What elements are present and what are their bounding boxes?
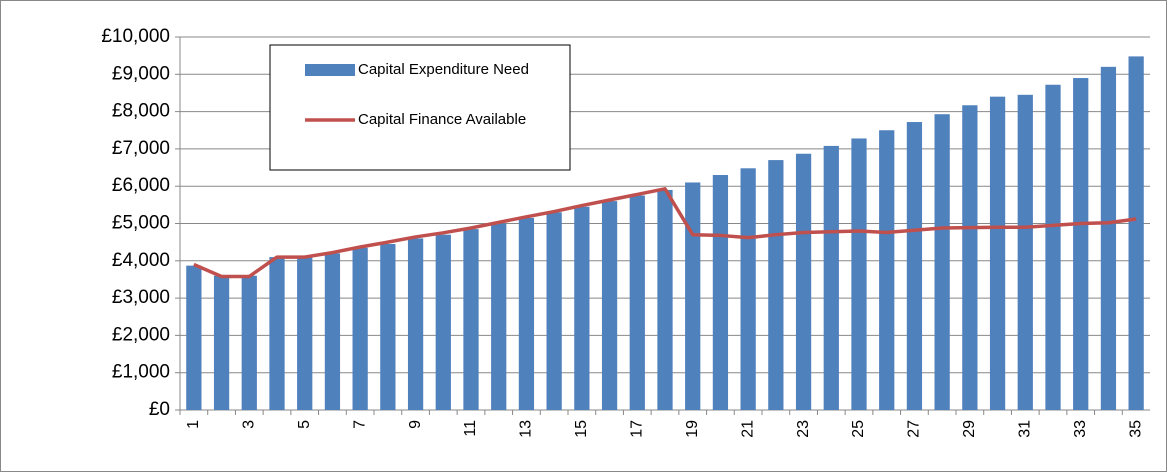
x-tick-label: 23	[795, 420, 812, 438]
bar	[297, 257, 313, 410]
bar	[962, 105, 978, 410]
bar	[186, 265, 202, 410]
bar	[1073, 78, 1089, 410]
bar	[934, 114, 950, 410]
bar	[324, 253, 341, 410]
legend-label: Capital Finance Available	[358, 111, 526, 128]
bar	[241, 275, 257, 410]
line	[193, 187, 1137, 279]
y-tick-label: £1,000	[112, 362, 170, 383]
bar	[407, 238, 424, 410]
bar	[1100, 66, 1117, 410]
x-tick-label: 21	[739, 420, 756, 438]
bar	[574, 206, 590, 410]
x-tick-label: 13	[518, 420, 535, 438]
bar	[213, 275, 230, 410]
y-tick-label: £4,000	[112, 250, 170, 271]
y-tick-label: £0	[149, 399, 170, 420]
bar	[601, 201, 618, 410]
bar	[823, 145, 839, 410]
legend-swatch	[305, 64, 355, 76]
y-tick-label: £7,000	[112, 138, 170, 159]
bar	[768, 160, 784, 410]
bar	[795, 153, 812, 410]
y-tick-label: £5,000	[112, 213, 170, 234]
bar	[546, 212, 562, 410]
bar	[657, 189, 673, 410]
bar	[435, 234, 451, 410]
x-tick-label: 35	[1127, 420, 1144, 438]
y-tick-label: £2,000	[112, 324, 170, 345]
bar	[380, 244, 396, 410]
bar	[629, 195, 645, 410]
bar	[1017, 94, 1033, 410]
bar	[906, 122, 923, 410]
x-tick-label: 9	[407, 420, 424, 429]
legend-label: Capital Expenditure Need	[358, 61, 529, 78]
bar	[879, 130, 895, 410]
x-tick-label: 7	[351, 420, 368, 429]
bar	[1045, 84, 1061, 410]
x-tick-label: 3	[241, 420, 258, 429]
bar	[269, 257, 285, 410]
x-tick-label: 5	[296, 420, 313, 429]
x-tick-label: 27	[906, 420, 923, 438]
bar	[491, 223, 507, 410]
y-tick-label: £9,000	[112, 63, 170, 84]
bar	[740, 168, 756, 410]
bar	[518, 217, 535, 410]
bar	[851, 138, 867, 410]
x-tick-label: 11	[462, 420, 479, 437]
x-tick-label: 25	[850, 420, 867, 438]
x-tick-label: 1	[185, 420, 202, 429]
x-tick-label: 29	[961, 420, 978, 438]
x-tick-label: 31	[1017, 420, 1034, 438]
bar	[712, 175, 729, 410]
x-tick-label: 19	[684, 420, 701, 438]
bar	[463, 229, 479, 410]
bar	[1128, 56, 1144, 411]
y-tick-label: £10,000	[101, 26, 170, 47]
bar	[989, 96, 1006, 411]
y-tick-label: £8,000	[112, 101, 170, 122]
x-tick-label: 15	[573, 420, 590, 438]
bar	[352, 247, 368, 410]
y-tick-label: £3,000	[112, 287, 170, 308]
x-tick-label: 33	[1072, 420, 1089, 438]
y-tick-label: £6,000	[112, 175, 170, 196]
bar	[685, 182, 701, 410]
x-tick-label: 17	[629, 420, 646, 438]
